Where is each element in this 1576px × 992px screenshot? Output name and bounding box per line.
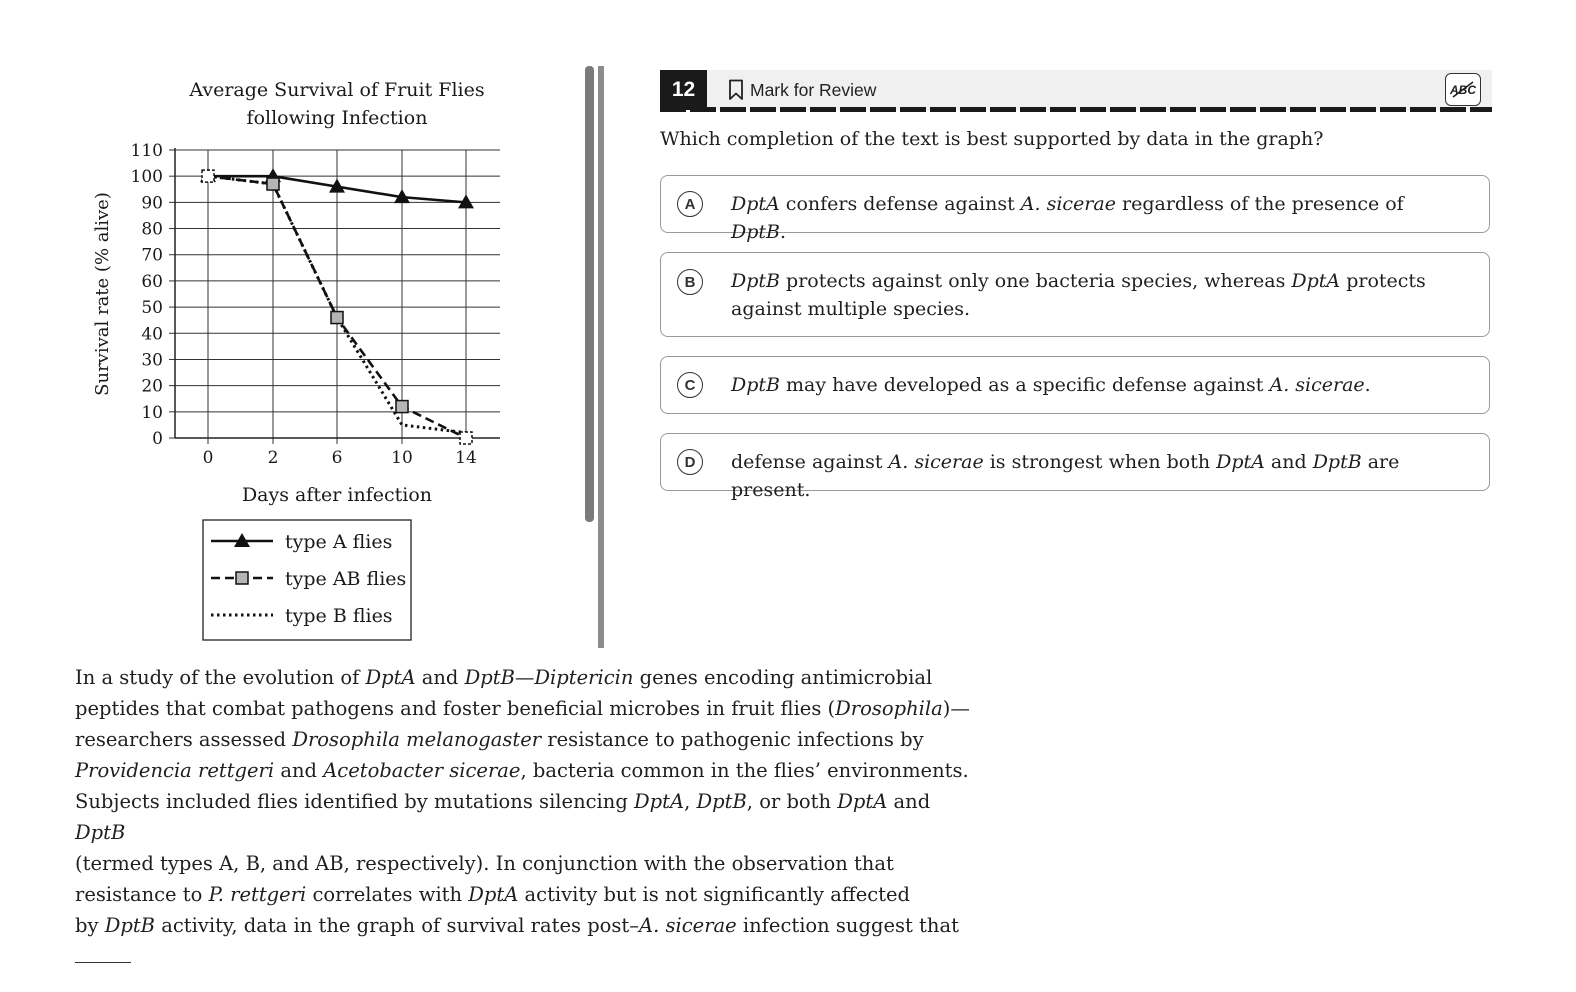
point-type-A [394,189,410,204]
chart-title: following Infection [247,107,428,129]
x-tick-label: 14 [455,448,477,468]
question-header [660,70,1492,110]
x-axis-label: Days after infection [242,484,432,506]
answer-blank [75,944,131,963]
legend-marker-triangle [234,533,250,547]
y-tick-label: 50 [141,298,163,318]
x-tick-label: 2 [268,448,279,468]
choice-letter: D [677,449,703,475]
y-tick-label: 90 [141,193,163,213]
choice-text: DptB protects against only one bacteria … [731,270,1426,320]
bookmark-icon [729,79,743,100]
choice-b[interactable]: B DptB protects against only one bacteri… [660,252,1490,337]
header-divider [660,107,1492,112]
choice-text: DptA confers defense against A. sicerae … [731,193,1404,243]
survival-chart: Average Survival of Fruit Flies following… [92,79,500,641]
y-tick-label: 20 [141,377,163,397]
choice-text: defense against A. sicerae is strongest … [731,451,1400,501]
y-tick-label: 110 [131,141,163,161]
question-prompt: Which completion of the text is best sup… [660,128,1324,150]
legend-label: type B flies [285,605,393,627]
chart-title: Average Survival of Fruit Flies [188,79,484,101]
choice-letter: C [677,372,703,398]
point-type-AB [266,177,280,191]
y-tick-label: 70 [141,246,163,266]
y-tick-label: 10 [141,403,163,423]
passage-text: In a study of the evolution of DptA and … [75,662,975,972]
legend-label: type AB flies [285,568,406,590]
choice-a[interactable]: A DptA confers defense against A. sicera… [660,175,1490,243]
choice-text: DptB may have developed as a specific de… [731,374,1371,396]
choice-d[interactable]: D defense against A. sicerae is stronges… [660,433,1490,501]
panel-scrollbar[interactable] [585,66,594,522]
y-tick-label: 40 [141,324,163,344]
legend-marker-square [235,571,249,585]
point-type-AB [201,169,215,183]
legend-label: type A flies [285,531,392,553]
point-type-AB [330,310,344,325]
y-tick-label: 0 [152,429,163,449]
point-type-AB [459,431,473,445]
x-tick-label: 0 [203,448,214,468]
choice-c[interactable]: C DptB may have developed as a specific … [660,356,1490,414]
mark-for-review-button[interactable]: Mark for Review [728,78,876,102]
panel-divider[interactable] [598,66,604,648]
point-type-AB [395,399,409,414]
y-tick-label: 100 [131,167,163,187]
mark-for-review-label: Mark for Review [750,79,877,100]
passage-body: In a study of the evolution of DptA and … [75,666,970,937]
x-tick-label: 6 [332,448,343,468]
y-axis-label: Survival rate (% alive) [92,192,113,396]
point-type-A [458,194,474,209]
x-tick-label: 10 [391,448,413,468]
choice-letter: A [677,191,703,217]
point-type-A [329,178,345,193]
answer-eliminator-button[interactable]: ABC [1445,73,1481,106]
question-number: 12 [660,70,707,110]
choice-letter: B [677,269,703,295]
y-tick-label: 60 [141,272,163,292]
y-tick-label: 30 [141,350,163,370]
y-tick-label: 80 [141,220,163,240]
